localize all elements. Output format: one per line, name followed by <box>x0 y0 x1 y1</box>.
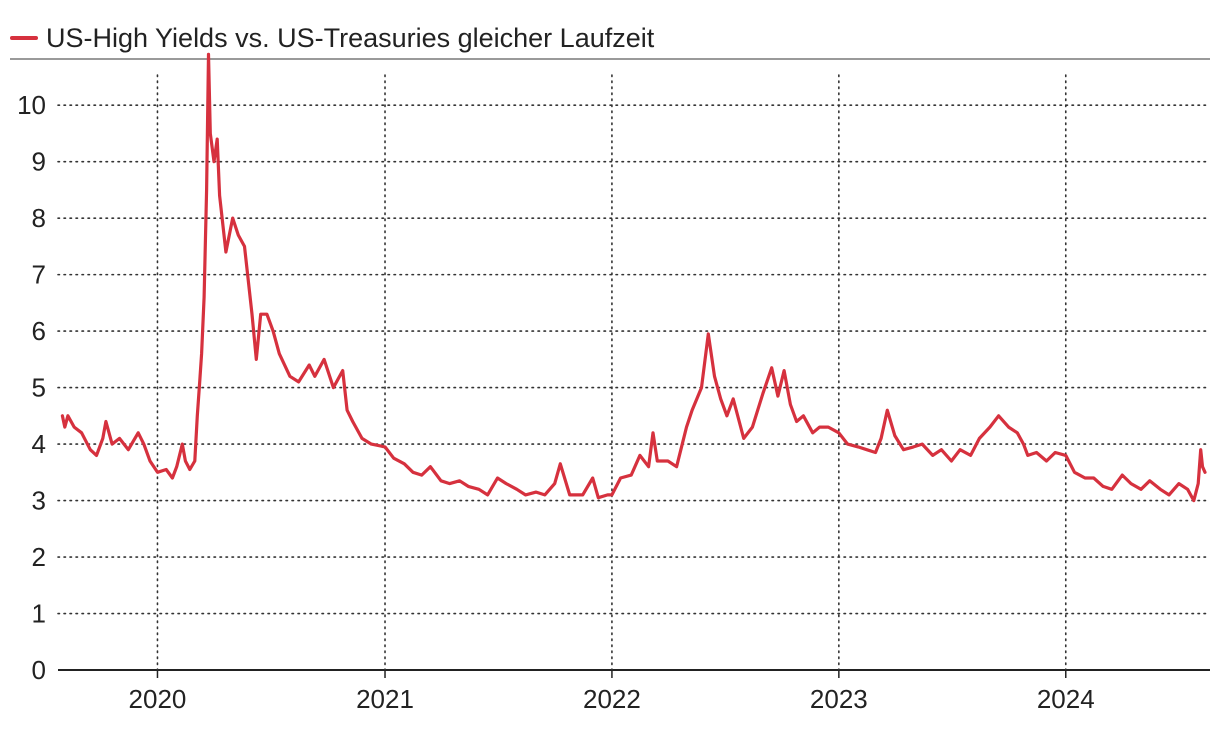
y-tick-label: 0 <box>32 655 46 685</box>
y-tick-label: 6 <box>32 316 46 346</box>
y-tick-label: 5 <box>32 373 46 403</box>
series-line <box>60 52 1207 503</box>
series-group <box>60 52 1207 503</box>
x-tick-label: 2023 <box>810 684 868 714</box>
y-tick-label: 10 <box>17 90 46 120</box>
legend-label: US-High Yields vs. US-Treasuries gleiche… <box>46 22 655 53</box>
x-tick-label: 2022 <box>583 684 641 714</box>
x-tick-label: 2020 <box>129 684 187 714</box>
y-tick-label: 4 <box>32 429 46 459</box>
legend-swatch <box>10 36 38 40</box>
y-tick-label: 1 <box>32 599 46 629</box>
y-tick-label: 2 <box>32 542 46 572</box>
y-tick-label: 9 <box>32 147 46 177</box>
y-tick-label: 7 <box>32 260 46 290</box>
y-tick-label: 8 <box>32 203 46 233</box>
x-tick-label: 2021 <box>356 684 414 714</box>
y-axis-ticks: 0 1 2 3 4 5 6 7 8 9 10 <box>17 90 46 685</box>
x-tick-label: 2024 <box>1037 684 1095 714</box>
top-rule <box>10 58 1210 60</box>
grid <box>57 74 1211 678</box>
y-tick-label: 3 <box>32 486 46 516</box>
x-axis-ticks: 2020 2021 2022 2023 2024 <box>129 684 1095 714</box>
legend: US-High Yields vs. US-Treasuries gleiche… <box>10 18 654 58</box>
